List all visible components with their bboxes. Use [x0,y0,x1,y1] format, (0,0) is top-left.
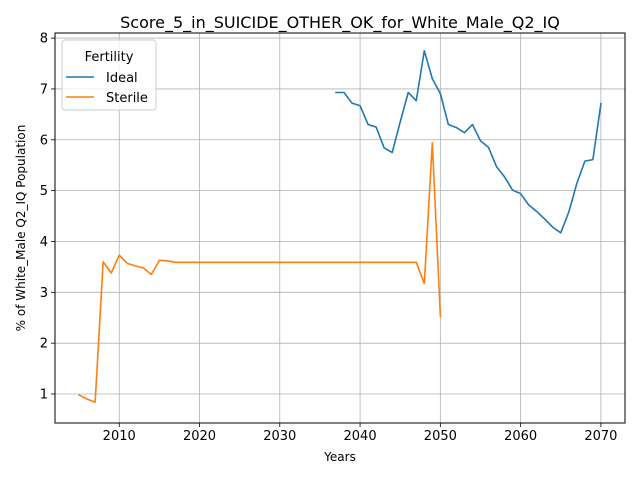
y-tick-label: 7 [40,82,48,97]
y-tick-label: 6 [40,133,48,148]
legend: Fertility Ideal Sterile [61,39,157,111]
y-tick-label: 3 [40,286,48,301]
chart-title: Score_5_in_SUICIDE_OTHER_OK_for_White_Ma… [120,13,560,33]
series-layer [78,49,602,403]
x-tick-label: 2030 [263,429,296,444]
y-tick-label: 2 [40,337,48,352]
y-tick-label: 1 [40,388,48,403]
x-tick-label: 2010 [103,429,136,444]
x-tick-label: 2050 [424,429,457,444]
legend-ideal-label: Ideal [106,71,138,86]
series-line-ideal [335,49,602,234]
y-tick-label: 5 [40,184,48,199]
x-axis-label: Years [323,450,356,464]
y-tick-label: 4 [40,235,48,250]
legend-sterile-label: Sterile [106,91,148,106]
x-tick-label: 2020 [183,429,216,444]
y-axis-label: % of White_Male Q2_IQ Population [14,125,28,332]
legend-title: Fertility [85,50,134,65]
y-tick-label: 8 [40,32,48,47]
plot-frame [54,32,626,424]
x-tick-label: 2060 [504,429,537,444]
x-axis: 2010 2020 2030 2040 2050 2060 2070 [103,423,617,444]
legend-box [61,39,157,111]
series-line-sterile [78,142,442,403]
x-tick-label: 2070 [584,429,617,444]
grid [55,33,625,423]
x-tick-label: 2040 [344,429,377,444]
y-axis: 1 2 3 4 5 6 7 8 [40,32,55,403]
